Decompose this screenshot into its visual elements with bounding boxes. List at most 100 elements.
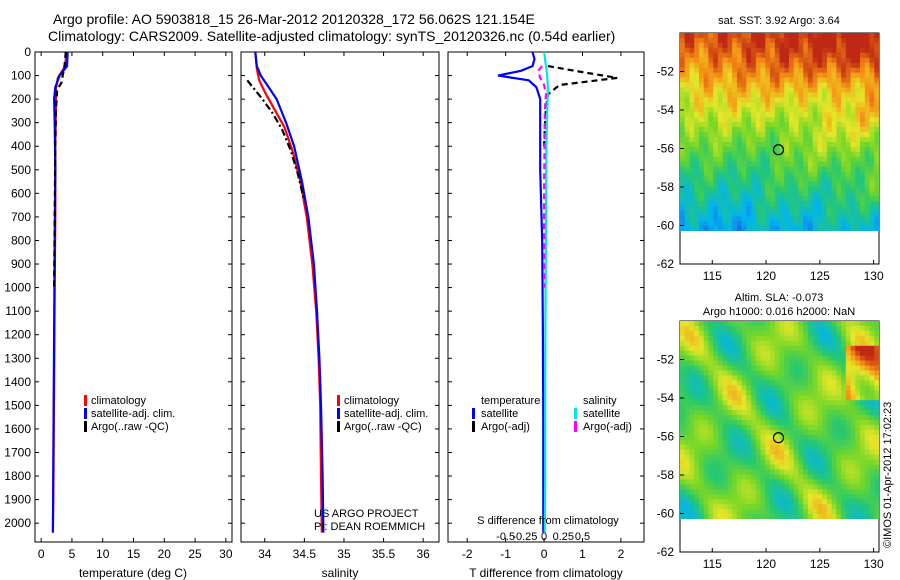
heatmap-cell [807, 375, 814, 381]
heatmap-cell [855, 42, 861, 49]
heatmap-cell [841, 355, 847, 362]
heatmap-cell [765, 405, 771, 411]
heatmap-cell [684, 107, 690, 113]
heatmap-cell [789, 335, 795, 342]
heatmap-cell [798, 171, 804, 178]
heatmap-cell [850, 221, 856, 227]
heatmap-cell [717, 484, 724, 490]
heatmap-cell [841, 92, 847, 98]
heatmap-cell [684, 474, 690, 480]
heatmap-cell [703, 166, 709, 173]
heatmap-cell [803, 156, 809, 163]
heatmap-cell [694, 38, 700, 44]
heatmap-cell [836, 226, 842, 231]
heatmap-cell [770, 390, 776, 396]
x-tick-label: -2 [462, 547, 473, 561]
heatmap-cell [874, 355, 879, 362]
heatmap-cell [869, 494, 875, 500]
heatmap-cell [845, 355, 852, 362]
heatmap-cell [822, 33, 828, 39]
heatmap-cell [803, 489, 809, 495]
heatmap-cell [689, 72, 695, 79]
heatmap-cell [765, 325, 771, 332]
heatmap-cell [684, 181, 690, 187]
heatmap-cell [831, 92, 837, 98]
heatmap-cell [770, 321, 776, 327]
heatmap-cell [812, 57, 818, 64]
heatmap-cell [751, 459, 757, 466]
heatmap-cell [812, 132, 818, 138]
heatmap-cell [817, 499, 823, 505]
heatmap-cell [869, 211, 875, 217]
heatmap-cell [864, 226, 871, 231]
heatmap-cell [845, 171, 852, 178]
heatmap-cell [703, 181, 709, 187]
heatmap-cell [831, 434, 837, 441]
heatmap-cell [732, 489, 738, 495]
heatmap-cell [817, 410, 823, 416]
heatmap-cell [755, 186, 762, 192]
heatmap-cell [751, 67, 757, 74]
heatmap-cell [680, 181, 686, 187]
heatmap-cell [826, 474, 833, 480]
heatmap-cell [793, 355, 799, 362]
heatmap-cell [727, 489, 733, 495]
x-tick-label: 34 [258, 547, 272, 561]
heatmap-cell [684, 459, 690, 466]
heatmap-cell [869, 221, 875, 227]
heatmap-cell [807, 141, 814, 148]
heatmap-cell [694, 196, 700, 202]
heatmap-cell [727, 191, 733, 197]
heatmap-cell [741, 355, 747, 362]
heatmap-cell [817, 221, 823, 227]
heatmap-cell [803, 132, 809, 138]
heatmap-cell [860, 72, 866, 79]
heatmap-cell [807, 117, 814, 123]
heatmap-cell [717, 67, 724, 74]
heatmap-cell [850, 57, 856, 64]
heatmap-cell [708, 72, 714, 79]
heatmap-cell [826, 325, 833, 332]
legend-title-salinity: salinity [583, 395, 617, 407]
heatmap-cell [717, 196, 724, 202]
heatmap-cell [793, 38, 799, 44]
heatmap-cell [789, 33, 795, 39]
heatmap-cell [755, 449, 762, 456]
heatmap-cell [836, 514, 842, 519]
heatmap-cell [850, 449, 856, 456]
heatmap-cell [803, 380, 809, 386]
heatmap-cell [727, 325, 733, 332]
heatmap-cell [765, 424, 771, 431]
heatmap-cell [812, 146, 818, 153]
heatmap-cell [751, 390, 757, 396]
heatmap-cell [860, 92, 866, 98]
heatmap-cell [779, 216, 785, 222]
heatmap-cell [807, 365, 814, 372]
heatmap-cell [860, 420, 866, 426]
heatmap-cell [841, 117, 847, 123]
heatmap-cell [869, 57, 875, 64]
heatmap-cell [741, 52, 747, 59]
heatmap-cell [680, 42, 686, 49]
heatmap-cell [680, 439, 686, 446]
heatmap-cell [836, 196, 842, 202]
heatmap-cell [765, 360, 771, 367]
heatmap-cell [812, 340, 818, 347]
heatmap-cell [826, 390, 833, 396]
heatmap-cell [826, 117, 833, 123]
heatmap-cell [689, 117, 695, 123]
heatmap-cell [708, 499, 714, 505]
heatmap-cell [708, 206, 714, 212]
heatmap-cell [855, 464, 861, 471]
heatmap-cell [736, 221, 743, 227]
heatmap-cell [869, 514, 875, 519]
heatmap-cell [869, 127, 875, 133]
heatmap-cell [760, 474, 766, 480]
heatmap-cell [793, 216, 799, 222]
y-tick-label: -56 [657, 430, 675, 444]
heatmap-cell [860, 504, 866, 510]
heatmap-cell [694, 191, 700, 197]
sla-map-subtitle: Argo h1000: 0.016 h2000: NaN [703, 306, 855, 318]
heatmap-cell [822, 479, 828, 485]
heatmap-cell [717, 400, 724, 406]
